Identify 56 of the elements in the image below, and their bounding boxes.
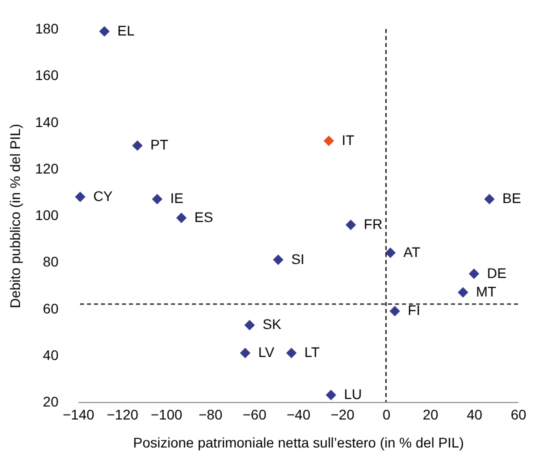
annotation: IT (342, 132, 355, 148)
y-tick-label: 20 (42, 394, 59, 410)
y-tick-label: 160 (35, 67, 59, 84)
point (74, 192, 86, 202)
x-axis-title: Posizione patrimoniale netta sull’estero (in % del PIL) (133, 434, 464, 450)
point (484, 194, 495, 204)
annotation: EL (117, 22, 135, 38)
x-tick-label: −100 (150, 406, 182, 422)
annotation: LU (344, 386, 362, 402)
point (326, 390, 336, 400)
y-tick-label: 140 (35, 114, 59, 130)
annotation: DE (487, 264, 506, 281)
point (99, 26, 110, 37)
annotation: IE (170, 190, 184, 206)
annotation: AT (403, 244, 421, 260)
annotation: BE (502, 190, 522, 206)
annotation: FI (408, 302, 420, 318)
x-tick-label: −60 (242, 406, 267, 422)
x-tick-label: 0 (382, 406, 391, 422)
annotation: MT (476, 283, 497, 300)
point (468, 268, 480, 280)
y-tick-label: 40 (42, 346, 59, 363)
point (272, 254, 284, 266)
y-axis-title: Debito pubblico (in % del PIL) (7, 124, 24, 308)
point (176, 212, 187, 224)
point (324, 136, 334, 146)
point (286, 348, 297, 358)
point (385, 248, 396, 258)
x-tick-label: −140 (62, 406, 94, 422)
point (346, 220, 356, 230)
y-tick-label: 100 (35, 207, 59, 223)
point (152, 194, 162, 204)
annotation: SK (262, 316, 282, 332)
annotation: FR (364, 216, 382, 232)
x-tick-label: −40 (286, 406, 311, 422)
point (244, 320, 255, 330)
point (390, 306, 400, 316)
y-tick-label: 180 (35, 20, 59, 36)
y-tick-label: 120 (35, 160, 59, 176)
x-tick-label: 20 (422, 406, 438, 422)
annotation: PT (150, 136, 169, 153)
annotation: LV (258, 344, 275, 360)
annotation: ES (194, 208, 214, 225)
point (132, 140, 143, 151)
y-tick-label: 80 (42, 254, 59, 270)
annotation: SI (291, 250, 304, 267)
x-tick-label: 60 (510, 406, 526, 422)
x-tick-label: −120 (106, 406, 138, 422)
annotation: LT (304, 344, 320, 360)
point (458, 287, 468, 298)
x-tick-label: −20 (330, 406, 355, 422)
x-tick-label: 40 (466, 406, 482, 422)
point (240, 348, 250, 358)
annotation: CY (93, 188, 114, 204)
x-tick-label: −80 (198, 406, 223, 422)
y-tick-label: 60 (42, 300, 59, 316)
